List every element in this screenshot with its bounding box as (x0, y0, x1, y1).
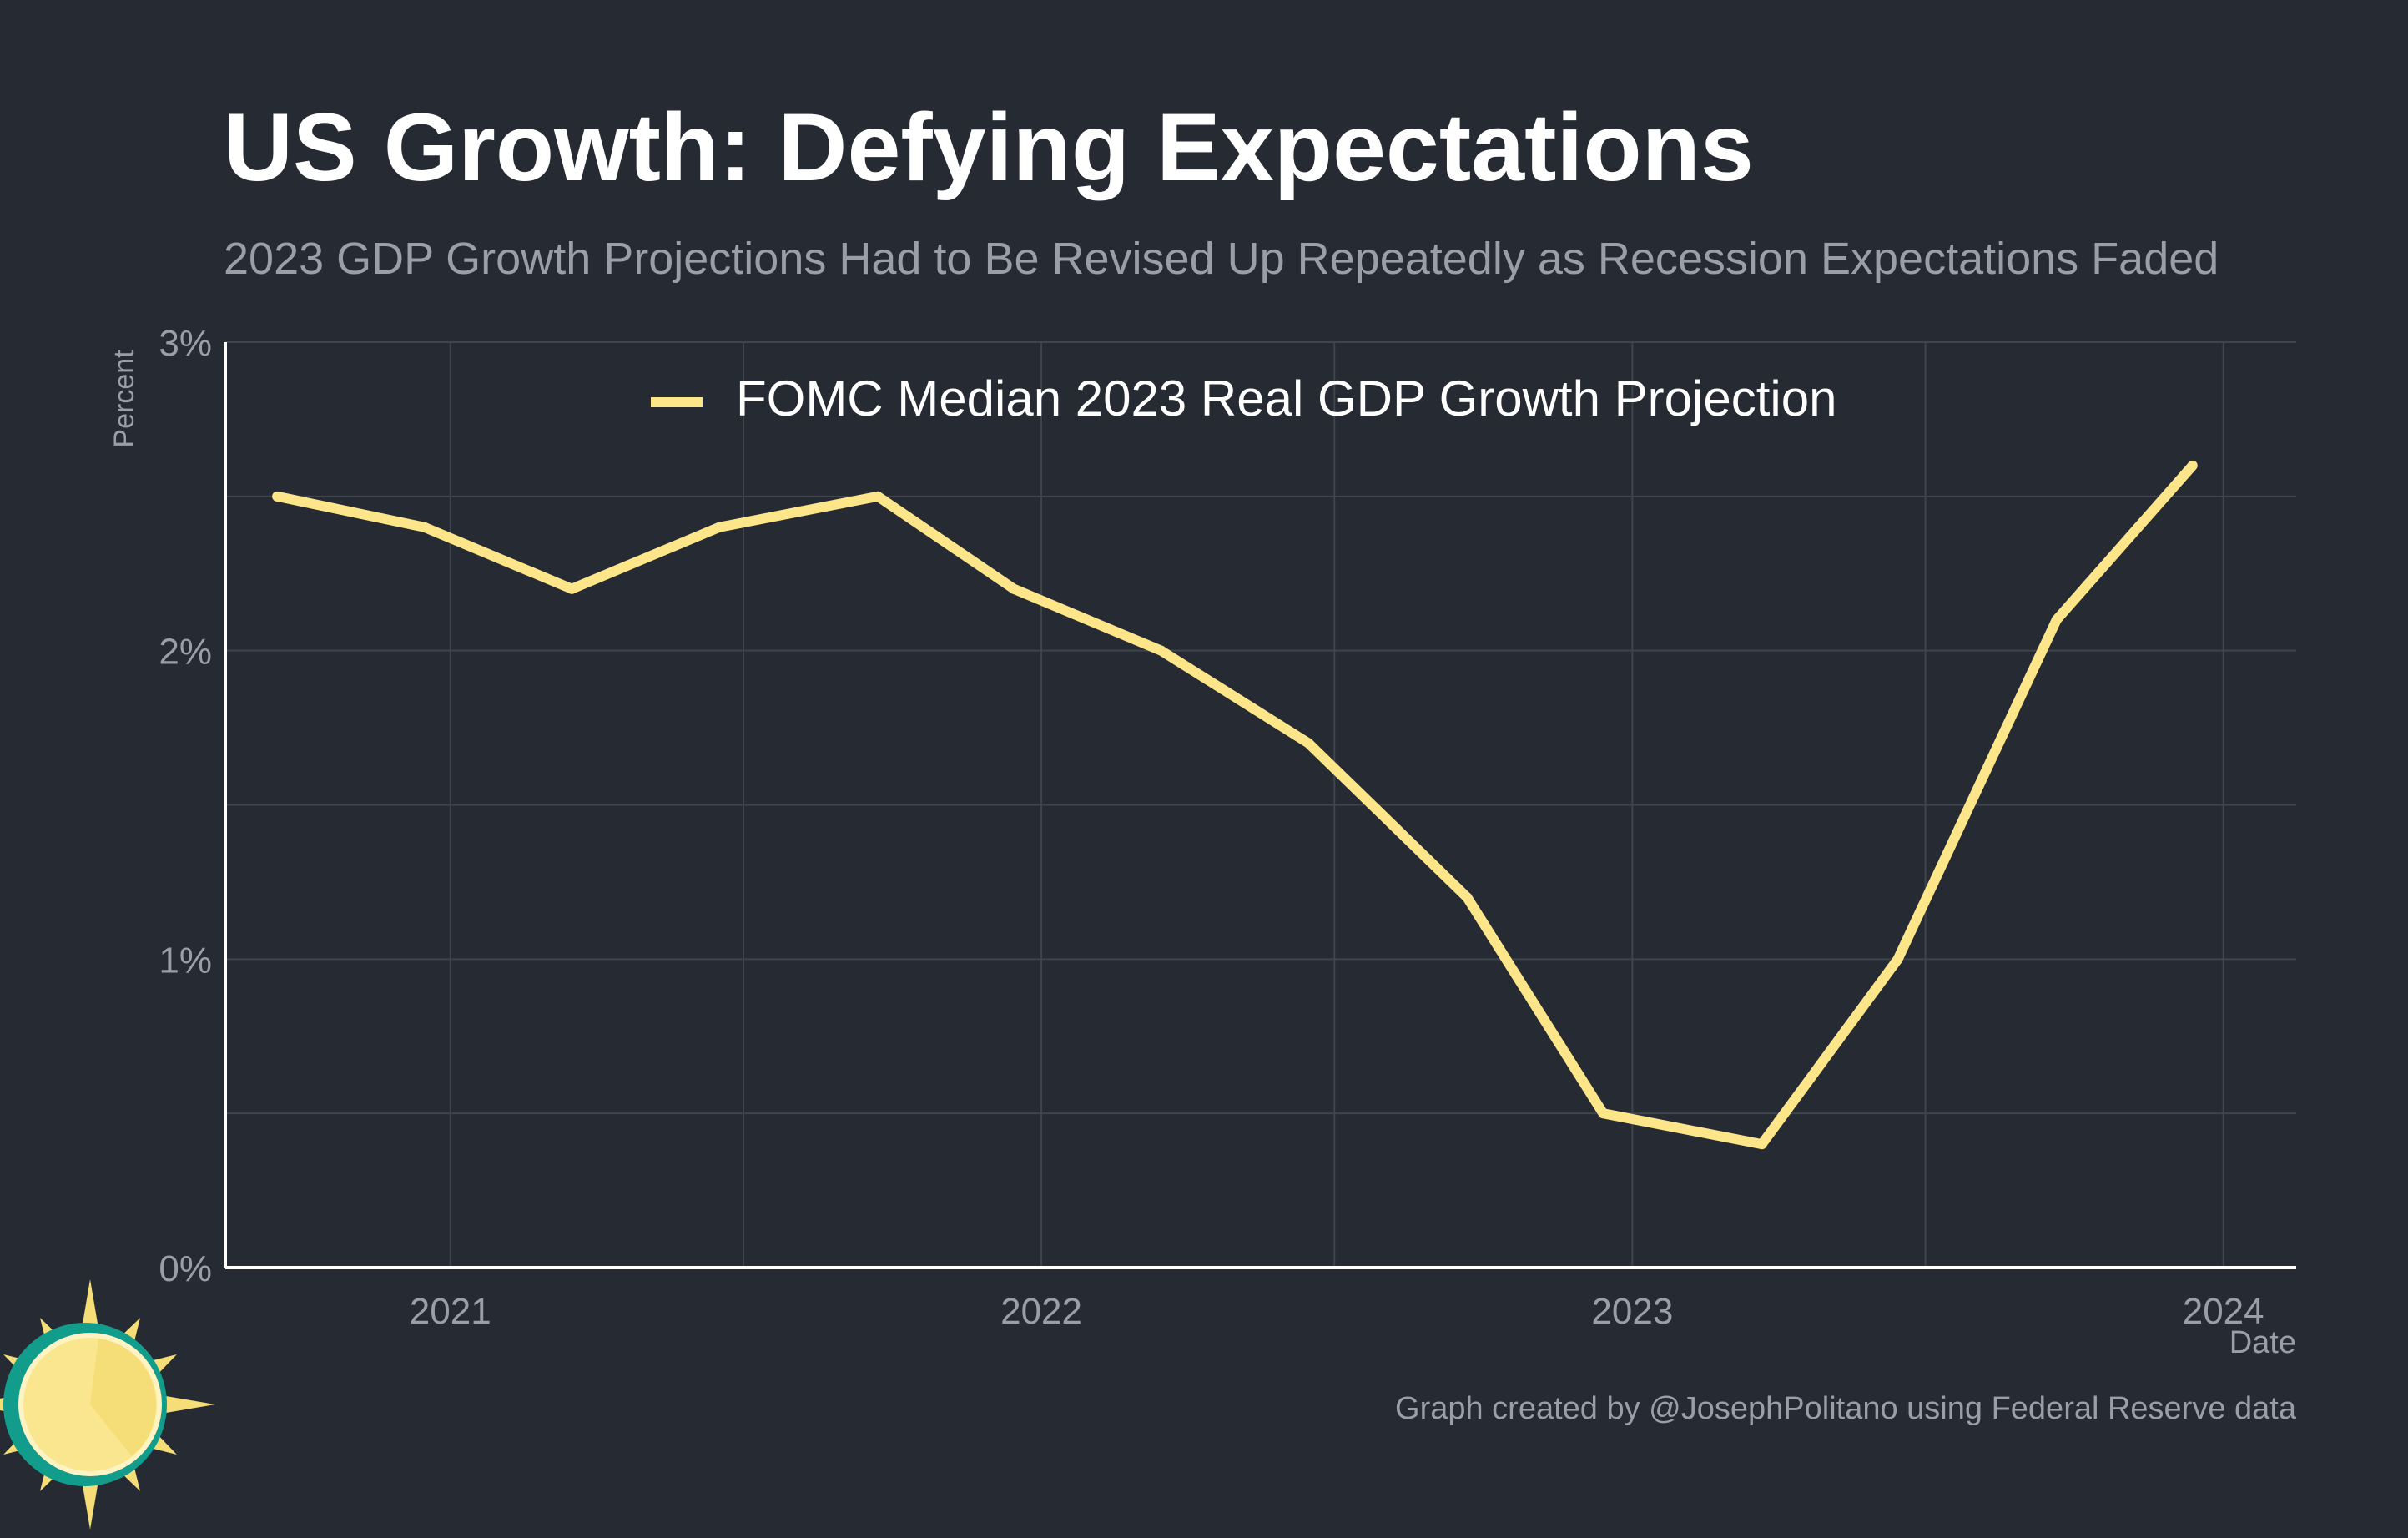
y-tick-label: 1% (159, 940, 212, 981)
y-tick-label: 0% (159, 1248, 212, 1289)
data-point (2051, 614, 2062, 625)
data-point (1892, 954, 1903, 965)
grid-lines (225, 341, 2296, 1268)
data-point (272, 491, 283, 502)
x-axis-label: Date (2229, 1325, 2296, 1360)
x-tick-label: 2024 (2183, 1291, 2264, 1332)
data-point (1462, 892, 1473, 903)
data-point (1756, 1139, 1767, 1150)
data-point (2187, 460, 2198, 471)
sun-icon (0, 1279, 215, 1530)
legend: FOMC Median 2023 Real GDP Growth Project… (651, 371, 1836, 426)
sun-shade (90, 1339, 157, 1456)
data-point (1598, 1108, 1609, 1119)
data-point (873, 491, 884, 502)
series-layer (272, 460, 2198, 1150)
axis-labels: 0% 1% 2% 3% 2021 2022 2023 2024 Percent Date (108, 323, 2296, 1360)
y-tick-label: 3% (159, 323, 212, 364)
data-point (1009, 583, 1020, 594)
credit-text: Graph created by @JosephPolitano using F… (1395, 1391, 2297, 1426)
axes (224, 342, 2296, 1269)
data-point (419, 522, 430, 532)
x-tick-label: 2022 (1000, 1291, 1082, 1332)
data-point (1156, 645, 1166, 656)
y-axis-label: Percent (108, 350, 140, 448)
sun-ray (154, 1394, 215, 1415)
series-line (275, 461, 2197, 1150)
data-point (567, 583, 577, 594)
data-point (713, 522, 724, 532)
legend-label: FOMC Median 2023 Real GDP Growth Project… (736, 371, 1836, 426)
y-tick-label: 2% (159, 632, 212, 673)
x-tick-label: 2023 (1591, 1291, 1673, 1332)
x-tick-label: 2021 (410, 1291, 491, 1332)
chart-title: US Growth: Defying Expectations (224, 94, 1754, 201)
chart-subtitle: 2023 GDP Growth Projections Had to Be Re… (224, 234, 2219, 284)
data-point (1303, 738, 1314, 749)
